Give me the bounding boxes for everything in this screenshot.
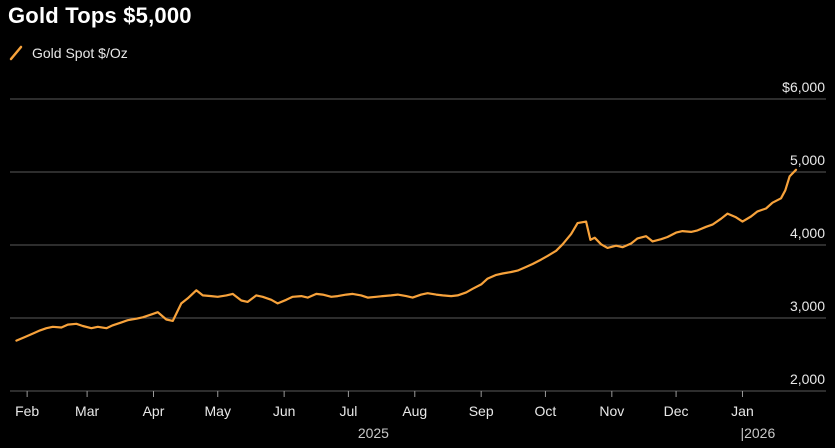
legend-line-icon xyxy=(9,45,23,61)
year-labels: 2025 |2026 xyxy=(358,425,776,441)
x-tick-label: Dec xyxy=(664,403,689,419)
x-axis-ticks: Feb Mar Apr May Jun Jul Aug Sep Oct Nov Dec Jan xyxy=(15,391,754,419)
year-label: 2025 xyxy=(358,425,389,441)
x-tick-label: Feb xyxy=(15,403,39,419)
x-tick-label: Jun xyxy=(273,403,296,419)
chart-title: Gold Tops $5,000 xyxy=(8,3,192,28)
y-tick-label: $6,000 xyxy=(782,79,825,95)
y-axis-ticks: $6,000 5,000 4,000 3,000 2,000 xyxy=(782,79,825,387)
series-layer xyxy=(15,168,798,342)
year-label: |2026 xyxy=(740,425,775,441)
grid-lines xyxy=(10,98,826,392)
y-tick-label: 5,000 xyxy=(790,152,825,168)
x-tick-label: Jul xyxy=(339,403,357,419)
x-tick-label: Sep xyxy=(469,403,494,419)
y-tick-label: 4,000 xyxy=(790,225,825,241)
x-tick-label: Apr xyxy=(143,403,165,419)
x-tick-label: Aug xyxy=(402,403,427,419)
x-tick-label: Oct xyxy=(535,403,557,419)
series-line-gold-spot xyxy=(15,168,798,342)
y-tick-label: 3,000 xyxy=(790,298,825,314)
legend: Gold Spot $/Oz xyxy=(8,45,128,61)
x-tick-label: Nov xyxy=(599,403,624,419)
x-tick-label: Jan xyxy=(731,403,754,419)
x-tick-label: May xyxy=(205,403,231,419)
x-tick-label: Mar xyxy=(75,403,99,419)
y-tick-label: 2,000 xyxy=(790,371,825,387)
legend-label: Gold Spot $/Oz xyxy=(32,45,128,61)
